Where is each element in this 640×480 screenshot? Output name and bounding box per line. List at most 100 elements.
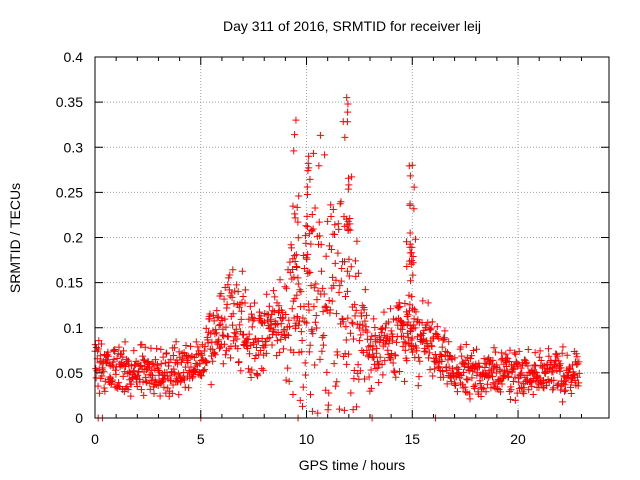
data-point — [549, 368, 557, 376]
data-point — [252, 344, 260, 352]
data-point — [172, 338, 180, 346]
data-point — [276, 276, 284, 284]
data-point — [530, 361, 538, 369]
data-point — [304, 267, 312, 275]
data-point — [139, 352, 147, 360]
data-point — [203, 359, 211, 367]
data-point — [167, 356, 175, 364]
data-point — [139, 378, 147, 386]
data-point — [130, 347, 138, 355]
data-point — [288, 305, 296, 313]
data-point — [365, 343, 373, 351]
data-point — [326, 242, 334, 250]
data-point — [285, 316, 293, 324]
data-point — [232, 325, 240, 333]
data-point — [337, 277, 345, 285]
data-point — [378, 361, 386, 369]
data-point — [466, 395, 474, 403]
data-point — [340, 406, 348, 414]
data-point — [108, 378, 116, 386]
data-point — [335, 288, 343, 296]
data-point — [314, 409, 322, 417]
data-point — [217, 290, 225, 298]
x-tick-label: 5 — [197, 431, 205, 447]
data-point — [320, 290, 328, 298]
data-point — [361, 317, 369, 325]
data-point — [345, 255, 353, 263]
data-point — [536, 347, 544, 355]
data-point — [177, 358, 185, 366]
data-point — [473, 345, 481, 353]
data-point — [254, 372, 262, 380]
data-point — [337, 198, 345, 206]
data-point — [293, 203, 301, 211]
data-point — [346, 329, 354, 337]
data-point — [515, 347, 523, 355]
data-point — [431, 365, 439, 373]
data-point — [312, 311, 320, 319]
data-point — [295, 317, 303, 325]
data-point — [257, 347, 265, 355]
data-point — [291, 252, 299, 260]
data-point — [316, 131, 324, 139]
data-point — [274, 320, 282, 328]
data-point — [297, 328, 305, 336]
data-point — [269, 328, 277, 336]
data-point — [511, 396, 519, 404]
data-point — [241, 286, 249, 294]
data-point — [266, 324, 274, 332]
data-point — [414, 382, 422, 390]
data-point — [410, 183, 418, 191]
data-point — [187, 363, 195, 371]
data-point — [292, 251, 300, 259]
data-point — [112, 370, 120, 378]
data-point — [461, 362, 469, 370]
data-point — [531, 349, 539, 357]
data-point — [94, 382, 102, 390]
data-point — [422, 347, 430, 355]
data-point — [438, 357, 446, 365]
data-point — [304, 250, 312, 258]
data-point — [201, 366, 209, 374]
data-point — [342, 323, 350, 331]
data-point — [220, 340, 228, 348]
data-point — [246, 350, 254, 358]
y-tick-label: 0.1 — [64, 320, 84, 336]
data-point — [245, 315, 253, 323]
data-point — [388, 349, 396, 357]
data-point — [531, 368, 539, 376]
data-point — [215, 321, 223, 329]
data-point — [539, 383, 547, 391]
data-point — [284, 364, 292, 372]
data-point — [553, 382, 561, 390]
data-point — [350, 335, 358, 343]
data-point — [482, 388, 490, 396]
data-point — [99, 366, 107, 374]
data-point — [255, 308, 263, 316]
data-point — [121, 363, 129, 371]
data-point — [96, 352, 104, 360]
data-point — [175, 391, 183, 399]
data-point — [309, 330, 317, 338]
data-point — [392, 373, 400, 381]
data-point — [367, 384, 375, 392]
data-point — [419, 329, 427, 337]
data-point — [424, 299, 432, 307]
data-point — [316, 232, 324, 240]
data-point — [270, 326, 278, 334]
data-point — [308, 325, 316, 333]
data-point — [556, 360, 564, 368]
data-point — [298, 336, 306, 344]
data-point — [347, 263, 355, 271]
data-point — [254, 337, 262, 345]
data-point — [367, 366, 375, 374]
data-point — [142, 377, 150, 385]
data-point — [231, 287, 239, 295]
data-point — [381, 340, 389, 348]
data-point — [463, 354, 471, 362]
data-point — [329, 206, 337, 214]
data-point — [504, 354, 512, 362]
data-point — [124, 386, 132, 394]
data-point — [409, 348, 417, 356]
data-point — [342, 293, 350, 301]
